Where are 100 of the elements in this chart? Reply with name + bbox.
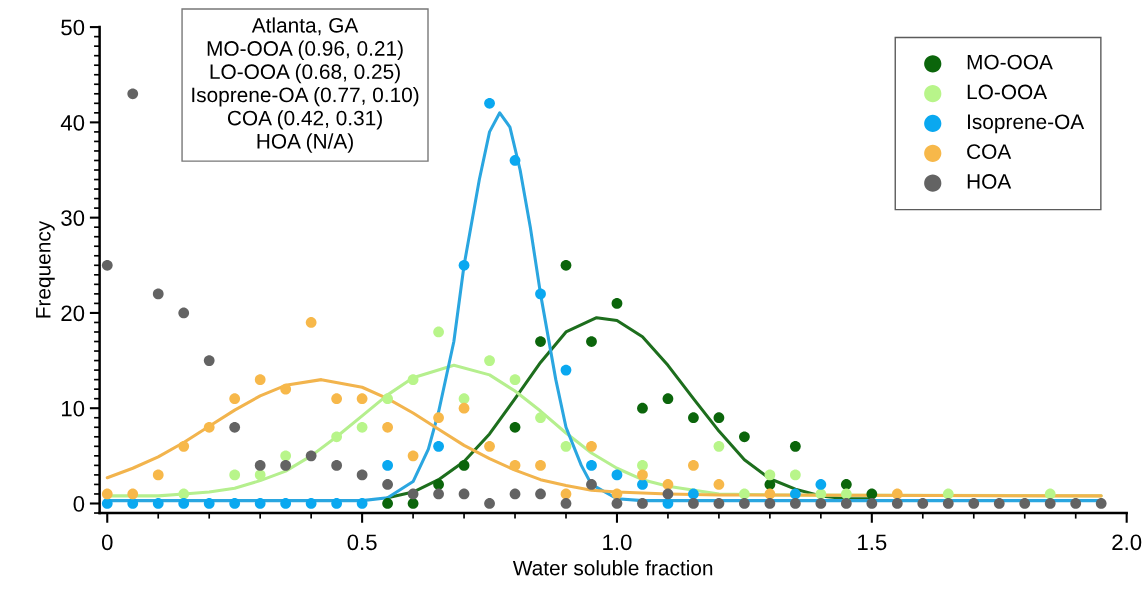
point xyxy=(407,374,419,386)
point xyxy=(739,488,750,500)
point xyxy=(178,498,190,509)
point xyxy=(229,421,241,433)
point xyxy=(611,298,623,309)
point xyxy=(382,393,393,405)
point xyxy=(815,479,827,490)
point xyxy=(254,460,266,471)
point xyxy=(993,498,1005,509)
point xyxy=(891,488,903,500)
point xyxy=(509,460,521,471)
point xyxy=(866,488,878,500)
annotation: HOA (N/A) xyxy=(257,133,353,153)
point xyxy=(458,460,470,471)
legend-label: Isoprene-OA xyxy=(968,114,1085,134)
point xyxy=(535,488,546,500)
point xyxy=(789,488,801,500)
point xyxy=(203,498,215,509)
point xyxy=(229,469,241,481)
point xyxy=(764,469,776,481)
legend-label: HOA xyxy=(967,174,1012,189)
point xyxy=(637,460,648,471)
point xyxy=(789,440,801,452)
point xyxy=(611,488,623,500)
point xyxy=(713,498,725,509)
point xyxy=(713,479,725,490)
point xyxy=(484,355,495,366)
point xyxy=(611,469,623,481)
point xyxy=(305,450,317,462)
point xyxy=(560,440,572,452)
y-tick-label: 10 xyxy=(62,400,85,417)
point xyxy=(331,498,343,509)
point xyxy=(739,498,750,509)
point xyxy=(458,259,470,271)
point xyxy=(331,460,343,471)
point xyxy=(254,374,266,386)
point xyxy=(458,488,470,500)
point xyxy=(942,488,954,500)
annotation: Isoprene-OA (0.77, 0.10) xyxy=(192,86,419,107)
point xyxy=(891,498,903,509)
point xyxy=(356,469,368,481)
annotation: COA (0.42, 0.31) xyxy=(227,110,382,130)
y-tick-label: 0 xyxy=(73,496,85,512)
point xyxy=(433,479,444,490)
point xyxy=(917,498,929,509)
point xyxy=(560,488,572,500)
x-axis-title: Water soluble fraction xyxy=(512,560,713,576)
point xyxy=(331,393,343,405)
point xyxy=(433,440,444,452)
point xyxy=(637,498,648,509)
point xyxy=(509,155,521,166)
point xyxy=(688,460,699,471)
point xyxy=(662,393,674,405)
point xyxy=(509,488,521,500)
point xyxy=(254,469,266,481)
point xyxy=(331,431,343,443)
point xyxy=(229,498,241,509)
x-tick-label: 1.5 xyxy=(858,534,887,551)
point xyxy=(611,498,623,509)
point xyxy=(458,402,470,414)
annotation: Atlanta, GA xyxy=(251,17,359,36)
point xyxy=(127,488,139,500)
point xyxy=(407,488,419,500)
point xyxy=(688,498,699,509)
point xyxy=(688,412,699,424)
point xyxy=(968,498,980,509)
point xyxy=(280,460,292,471)
point xyxy=(560,364,572,376)
point xyxy=(713,440,725,452)
point xyxy=(535,460,546,471)
point xyxy=(535,288,546,300)
point xyxy=(280,383,292,395)
point xyxy=(178,488,190,500)
point xyxy=(280,450,292,462)
x-tick-label: 1.0 xyxy=(603,534,632,551)
point xyxy=(152,498,164,509)
point xyxy=(178,307,190,319)
point xyxy=(713,412,725,424)
point xyxy=(407,450,419,462)
annotation: MO-OOA (0.96, 0.21) xyxy=(207,40,403,60)
point xyxy=(840,498,852,509)
legend-label: MO-OOA xyxy=(967,54,1053,70)
point xyxy=(229,393,241,405)
y-tick-label: 40 xyxy=(60,114,85,131)
x-tick-label: 0.5 xyxy=(347,534,377,551)
point xyxy=(152,469,164,481)
point xyxy=(101,498,113,509)
point xyxy=(203,355,215,366)
point xyxy=(509,421,521,433)
point xyxy=(484,440,495,452)
point xyxy=(586,460,597,471)
point xyxy=(535,336,546,347)
point xyxy=(1044,498,1056,509)
y-tick-label: 20 xyxy=(61,305,85,322)
point xyxy=(101,488,113,500)
x-tick-label: 2.0 xyxy=(1112,534,1142,551)
point xyxy=(662,498,674,509)
point xyxy=(356,393,368,405)
point xyxy=(840,488,852,500)
point xyxy=(280,498,292,509)
